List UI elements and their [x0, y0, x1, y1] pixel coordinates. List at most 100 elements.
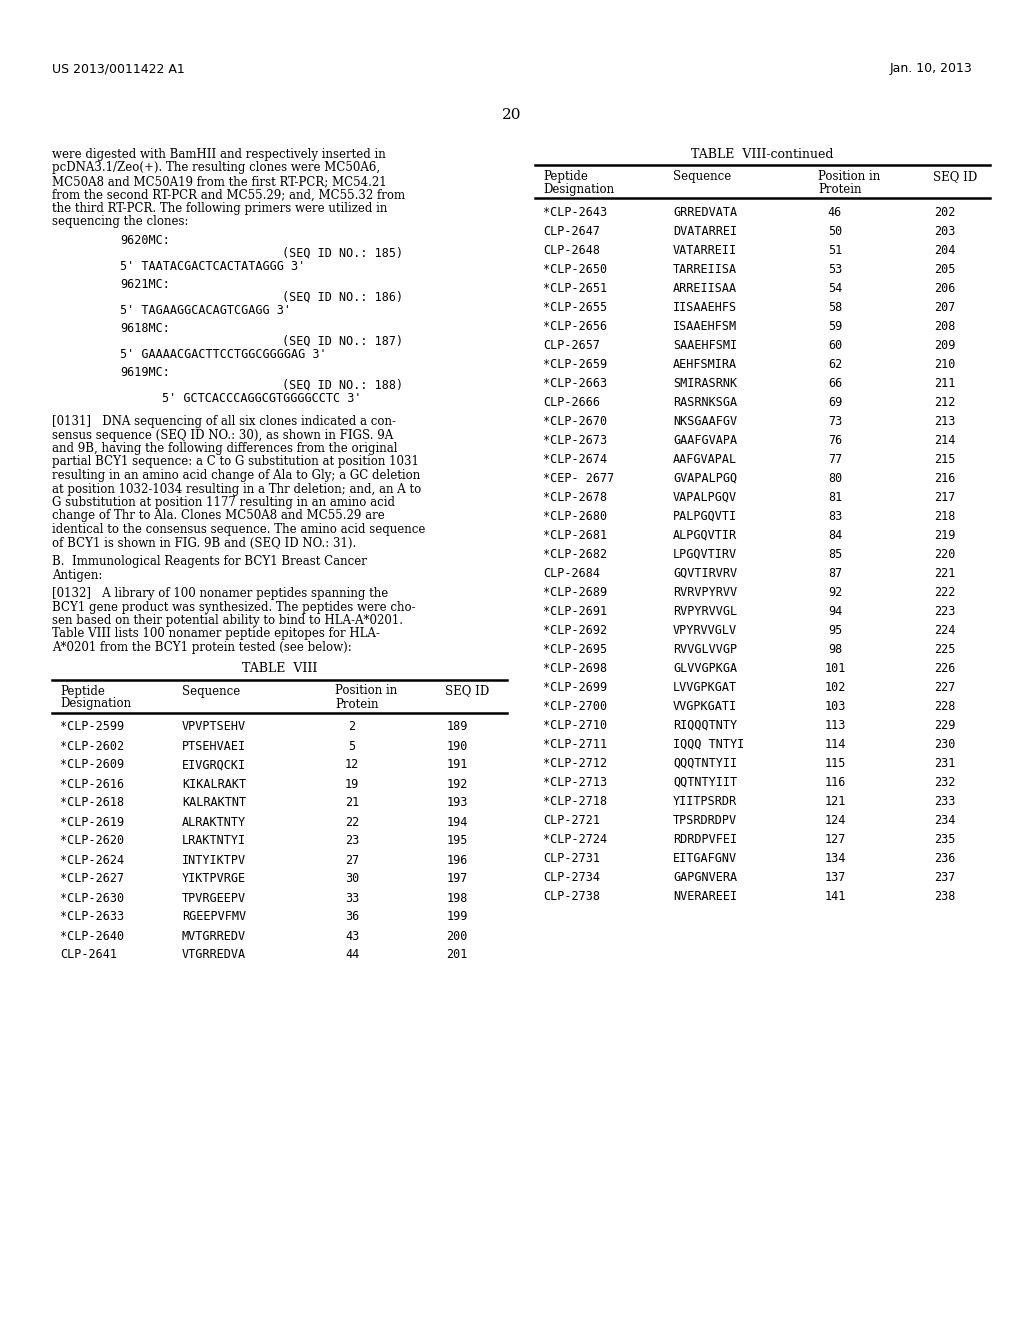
Text: resulting in an amino acid change of Ala to Gly; a GC deletion: resulting in an amino acid change of Ala…: [52, 469, 420, 482]
Text: 191: 191: [446, 759, 468, 771]
Text: 201: 201: [446, 949, 468, 961]
Text: 208: 208: [934, 319, 955, 333]
Text: CLP-2734: CLP-2734: [543, 871, 600, 884]
Text: 238: 238: [934, 890, 955, 903]
Text: *CLP-2599: *CLP-2599: [60, 721, 124, 734]
Text: TARREIISA: TARREIISA: [673, 263, 737, 276]
Text: 5' TAATACGACTCACTATAGGG 3': 5' TAATACGACTCACTATAGGG 3': [120, 260, 305, 273]
Text: *CLP-2656: *CLP-2656: [543, 319, 607, 333]
Text: from the second RT-PCR and MC55.29; and, MC55.32 from: from the second RT-PCR and MC55.29; and,…: [52, 189, 406, 202]
Text: 80: 80: [827, 473, 842, 484]
Text: *CLP-2718: *CLP-2718: [543, 795, 607, 808]
Text: 9621MC:: 9621MC:: [120, 279, 170, 290]
Text: 5' GCTCACCCAGGCGTGGGGCCTC 3': 5' GCTCACCCAGGCGTGGGGCCTC 3': [162, 392, 361, 405]
Text: 197: 197: [446, 873, 468, 886]
Text: *CLP-2674: *CLP-2674: [543, 453, 607, 466]
Text: CLP-2731: CLP-2731: [543, 851, 600, 865]
Text: the third RT-PCR. The following primers were utilized in: the third RT-PCR. The following primers …: [52, 202, 387, 215]
Text: 206: 206: [934, 282, 955, 294]
Text: 43: 43: [345, 929, 359, 942]
Text: *CLP-2681: *CLP-2681: [543, 529, 607, 543]
Text: were digested with BamHII and respectively inserted in: were digested with BamHII and respective…: [52, 148, 386, 161]
Text: 53: 53: [827, 263, 842, 276]
Text: ALPGQVTIR: ALPGQVTIR: [673, 529, 737, 543]
Text: *CLP-2663: *CLP-2663: [543, 378, 607, 389]
Text: 141: 141: [824, 890, 846, 903]
Text: PALPGQVTI: PALPGQVTI: [673, 510, 737, 523]
Text: *CLP-2700: *CLP-2700: [543, 700, 607, 713]
Text: *CLP-2659: *CLP-2659: [543, 358, 607, 371]
Text: 226: 226: [934, 663, 955, 675]
Text: Antigen:: Antigen:: [52, 569, 102, 582]
Text: *CLP-2630: *CLP-2630: [60, 891, 124, 904]
Text: 2: 2: [348, 721, 355, 734]
Text: LRAKTNTYI: LRAKTNTYI: [182, 834, 246, 847]
Text: 30: 30: [345, 873, 359, 886]
Text: [0131]   DNA sequencing of all six clones indicated a con-: [0131] DNA sequencing of all six clones …: [52, 414, 396, 428]
Text: CLP-2647: CLP-2647: [543, 224, 600, 238]
Text: *CLP-2680: *CLP-2680: [543, 510, 607, 523]
Text: 59: 59: [827, 319, 842, 333]
Text: Jan. 10, 2013: Jan. 10, 2013: [889, 62, 972, 75]
Text: 189: 189: [446, 721, 468, 734]
Text: RDRDPVFEI: RDRDPVFEI: [673, 833, 737, 846]
Text: SEQ ID: SEQ ID: [445, 685, 489, 697]
Text: pcDNA3.1/Zeo(+). The resulting clones were MC50A6,: pcDNA3.1/Zeo(+). The resulting clones we…: [52, 161, 380, 174]
Text: 36: 36: [345, 911, 359, 924]
Text: identical to the consensus sequence. The amino acid sequence: identical to the consensus sequence. The…: [52, 523, 425, 536]
Text: 127: 127: [824, 833, 846, 846]
Text: 232: 232: [934, 776, 955, 789]
Text: Position in: Position in: [818, 170, 881, 183]
Text: 209: 209: [934, 339, 955, 352]
Text: 196: 196: [446, 854, 468, 866]
Text: 19: 19: [345, 777, 359, 791]
Text: [0132]   A library of 100 nonamer peptides spanning the: [0132] A library of 100 nonamer peptides…: [52, 587, 388, 601]
Text: ALRAKTNTY: ALRAKTNTY: [182, 816, 246, 829]
Text: G substitution at position 1177 resulting in an amino acid: G substitution at position 1177 resultin…: [52, 496, 395, 510]
Text: 215: 215: [934, 453, 955, 466]
Text: YIITPSRDR: YIITPSRDR: [673, 795, 737, 808]
Text: *CLP-2627: *CLP-2627: [60, 873, 124, 886]
Text: CLP-2684: CLP-2684: [543, 568, 600, 579]
Text: 216: 216: [934, 473, 955, 484]
Text: 27: 27: [345, 854, 359, 866]
Text: *CLP-2624: *CLP-2624: [60, 854, 124, 866]
Text: Designation: Designation: [543, 183, 614, 195]
Text: 58: 58: [827, 301, 842, 314]
Text: *CLP-2643: *CLP-2643: [543, 206, 607, 219]
Text: 214: 214: [934, 434, 955, 447]
Text: Table VIII lists 100 nonamer peptide epitopes for HLA-: Table VIII lists 100 nonamer peptide epi…: [52, 627, 380, 640]
Text: RVPYRVVGL: RVPYRVVGL: [673, 605, 737, 618]
Text: MC50A8 and MC50A19 from the first RT-PCR; MC54.21: MC50A8 and MC50A19 from the first RT-PCR…: [52, 176, 387, 187]
Text: 116: 116: [824, 776, 846, 789]
Text: RIQQQTNTY: RIQQQTNTY: [673, 719, 737, 733]
Text: 101: 101: [824, 663, 846, 675]
Text: 202: 202: [934, 206, 955, 219]
Text: TPSRDRDPV: TPSRDRDPV: [673, 814, 737, 828]
Text: 210: 210: [934, 358, 955, 371]
Text: RGEEPVFMV: RGEEPVFMV: [182, 911, 246, 924]
Text: CLP-2666: CLP-2666: [543, 396, 600, 409]
Text: GRREDVATA: GRREDVATA: [673, 206, 737, 219]
Text: *CLP-2609: *CLP-2609: [60, 759, 124, 771]
Text: US 2013/0011422 A1: US 2013/0011422 A1: [52, 62, 184, 75]
Text: *CLP-2650: *CLP-2650: [543, 263, 607, 276]
Text: LPGQVTIRV: LPGQVTIRV: [673, 548, 737, 561]
Text: CLP-2738: CLP-2738: [543, 890, 600, 903]
Text: 222: 222: [934, 586, 955, 599]
Text: QQTNTYIIT: QQTNTYIIT: [673, 776, 737, 789]
Text: IISAAEHFS: IISAAEHFS: [673, 301, 737, 314]
Text: 76: 76: [827, 434, 842, 447]
Text: GVAPALPGQ: GVAPALPGQ: [673, 473, 737, 484]
Text: 195: 195: [446, 834, 468, 847]
Text: 102: 102: [824, 681, 846, 694]
Text: 114: 114: [824, 738, 846, 751]
Text: 124: 124: [824, 814, 846, 828]
Text: *CLP-2655: *CLP-2655: [543, 301, 607, 314]
Text: 228: 228: [934, 700, 955, 713]
Text: 221: 221: [934, 568, 955, 579]
Text: *CLP-2710: *CLP-2710: [543, 719, 607, 733]
Text: SAAEHFSMI: SAAEHFSMI: [673, 339, 737, 352]
Text: 92: 92: [827, 586, 842, 599]
Text: 95: 95: [827, 624, 842, 638]
